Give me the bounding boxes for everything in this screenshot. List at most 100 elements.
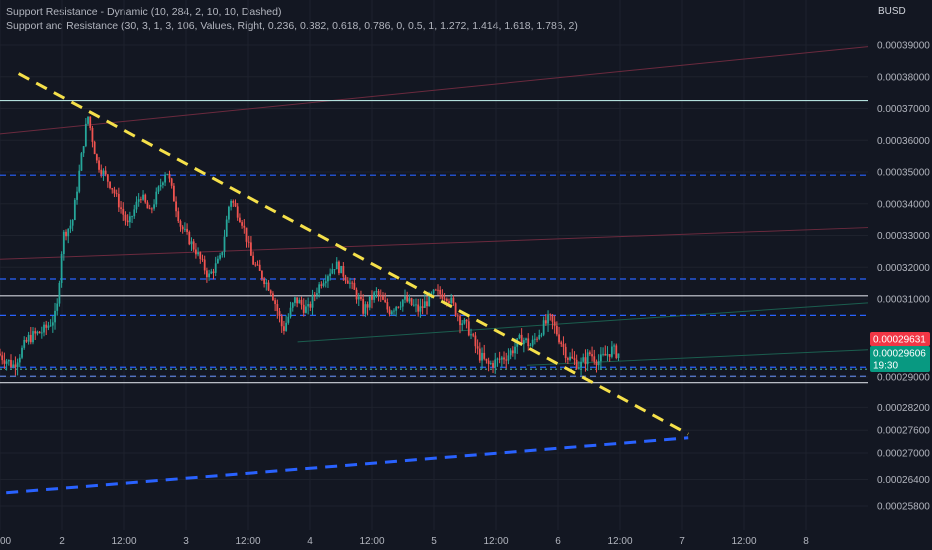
candle-down [454,303,457,316]
candle-up [373,292,376,300]
candle-down [113,189,116,194]
candle-up [489,363,492,364]
candle-down [476,346,479,349]
candle-down [278,311,281,317]
candle-down [177,211,180,222]
candle-down [443,298,446,300]
candle-down [1,355,4,361]
channel-upper-line [0,46,869,135]
candle-up [287,316,290,323]
price-axis[interactable]: BUSD 0.00039000 0.00038000 0.00037000 0.0003… [868,0,932,550]
candle-up [164,174,166,183]
price-tick-label: 0.00029000 [877,373,930,384]
candle-down [170,178,173,186]
candle-up [481,352,483,361]
candle-down [362,298,365,314]
candle-down [338,261,340,274]
candle-up [210,271,213,274]
indicator-legend-dynamic[interactable]: Support Resistance - Dynamic (10, 284, 2… [6,6,282,18]
candle-up [62,231,65,255]
candle-down [410,298,413,306]
candle-up [294,297,296,303]
price-tick-label: 0.00035000 [877,168,930,179]
candle-up [613,345,615,347]
price-tick-label: 0.00038000 [877,72,930,83]
candle-down [98,160,100,170]
candle-up [23,340,26,348]
time-tick-label: 00 [0,536,12,547]
candle-up [216,258,219,264]
time-tick-label: 8 [803,536,809,547]
candle-up [577,367,580,369]
candle-down [234,202,237,207]
candle-up [322,283,325,286]
candle-up [157,186,160,192]
candle-down [320,284,323,286]
candle-up [507,355,510,361]
candle-up [432,289,435,294]
candle-down [566,358,569,360]
candle-down [478,348,481,361]
candle-down [201,258,204,260]
candle-down [520,334,523,345]
candle-down [10,359,12,367]
candle-up [318,284,321,294]
candle-down [212,271,215,273]
candle-up [183,228,186,230]
candle-up [102,170,105,175]
candle-up [542,320,545,335]
candle-down [527,338,530,347]
candle-up [82,146,85,154]
candle-down [144,194,147,203]
candle-down [122,208,125,215]
candle-down [252,255,255,265]
ascending-trendline [6,436,689,495]
candle-down [309,304,312,308]
candle-down [29,334,32,343]
indicator-legend-sr[interactable]: Support and Resistance (30, 3, 1, 3, 106… [6,20,578,32]
candle-down [459,316,461,326]
candle-up [208,273,210,278]
candle-down [342,265,345,277]
candle-down [555,325,558,335]
candle-up [450,297,453,304]
candle-up [415,304,417,306]
candle-down [377,291,380,296]
time-axis[interactable]: 00 2 12:00 3 12:00 4 12:00 5 12:00 6 12:00 7 12:00 8 [0,530,932,550]
candle-up [73,199,76,221]
candle-down [124,214,127,221]
candle-up [461,323,464,326]
candle-down [95,154,98,161]
candle-up [54,310,56,323]
candle-down [360,296,362,299]
candle-up [401,299,404,307]
candle-up [311,294,314,308]
candle-up [375,291,378,293]
candle-down [503,357,505,360]
candle-down [388,309,391,315]
candle-up [51,322,54,326]
time-tick-label: 12:00 [235,536,260,547]
price-badge-high-text: 0.00029631 [873,335,926,346]
candle-up [404,296,406,300]
candle-up [137,199,140,202]
candle-up [357,296,360,300]
candle-up [399,306,402,308]
candle-down [417,304,420,312]
candle-up [56,303,59,311]
candle-down [269,290,272,294]
candle-down [397,306,400,308]
time-tick-label: 7 [679,536,685,547]
candle-down [353,282,356,290]
candle-down [148,208,151,210]
candle-down [434,289,437,291]
candle-down [194,249,197,255]
candle-down [485,358,488,361]
candle-down [65,231,67,237]
price-badge-timer: 19:30 [873,361,898,372]
candle-down [384,299,387,303]
candle-down [366,304,369,308]
candle-down [553,321,556,326]
candle-up [390,311,393,315]
